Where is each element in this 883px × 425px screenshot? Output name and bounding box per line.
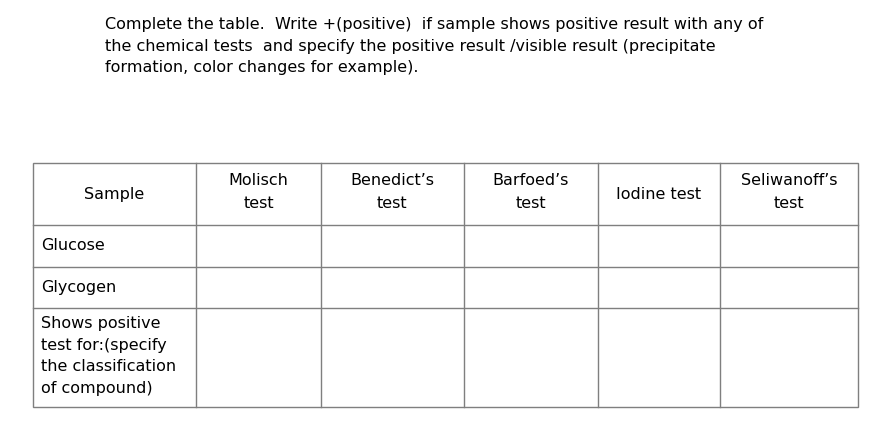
- Text: test: test: [516, 196, 546, 211]
- Text: Shows positive
test for:(specify
the classification
of compound): Shows positive test for:(specify the cla…: [41, 316, 176, 396]
- Text: Iodine test: Iodine test: [616, 187, 701, 201]
- Text: Molisch: Molisch: [229, 173, 289, 188]
- Text: Glycogen: Glycogen: [41, 280, 117, 295]
- Text: test: test: [243, 196, 274, 211]
- Text: Benedict’s: Benedict’s: [351, 173, 434, 188]
- Text: test: test: [377, 196, 408, 211]
- Text: Glucose: Glucose: [41, 238, 105, 253]
- Text: Complete the table.  Write +(positive)  if sample shows positive result with any: Complete the table. Write +(positive) if…: [105, 17, 763, 75]
- Text: test: test: [774, 196, 804, 211]
- Text: Seliwanoff’s: Seliwanoff’s: [741, 173, 837, 188]
- Text: Sample: Sample: [85, 187, 145, 201]
- Bar: [33, 163, 858, 407]
- Text: Barfoed’s: Barfoed’s: [493, 173, 569, 188]
